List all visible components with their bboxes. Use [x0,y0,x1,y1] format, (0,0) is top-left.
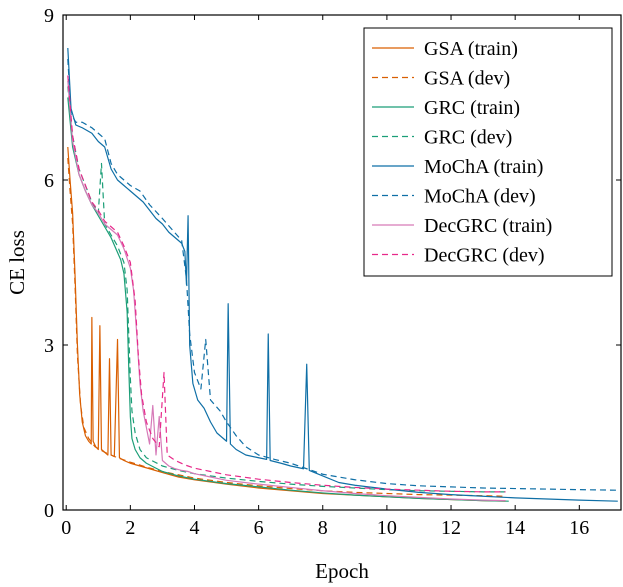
legend-box [363,27,613,277]
x-tick-label: 16 [569,517,589,539]
x-tick-label: 14 [505,517,525,539]
legend-entry-label: DecGRC (dev) [424,245,545,267]
x-tick-label: 8 [318,517,328,539]
series-line-decgrc-dev [67,75,506,493]
axis-ticks: 0 2 4 6 8 10 12 14 16 0 3 6 9 [44,5,621,539]
series-line-gsa-dev [67,157,506,497]
x-tick-label: 10 [377,517,397,539]
legend-entry-label: GRC (train) [424,97,520,119]
y-tick-label: 0 [44,500,54,522]
legend-entry-label: MoChA (train) [424,156,543,178]
x-tick-label: 4 [189,517,199,539]
y-tick-label: 9 [44,5,54,27]
legend-entry-label: GSA (dev) [424,68,510,90]
legend-entry-label: DecGRC (train) [424,215,552,237]
x-tick-label: 2 [125,517,135,539]
legend-entry-label: GRC (dev) [424,127,512,149]
series-line-grc-train [67,97,509,502]
legend-entry-label: GSA (train) [424,38,518,60]
series-line-mocha-train [67,47,618,502]
legend: GSA (train) GSA (dev) GRC (train) GRC (dev)… [363,27,613,277]
plot-frame [62,14,622,511]
series-line-decgrc-train [67,80,506,502]
x-tick-label: 12 [441,517,461,539]
x-axis-label: Epoch [315,559,369,583]
y-axis-label: CE loss [5,230,29,295]
legend-entry-label: MoChA (dev) [424,186,536,208]
series-line-mocha-dev [67,58,618,491]
x-tick-label: 0 [61,517,71,539]
plot-lines [67,47,618,502]
x-tick-label: 6 [254,517,264,539]
y-tick-label: 6 [44,170,54,192]
y-tick-label: 3 [44,335,54,357]
